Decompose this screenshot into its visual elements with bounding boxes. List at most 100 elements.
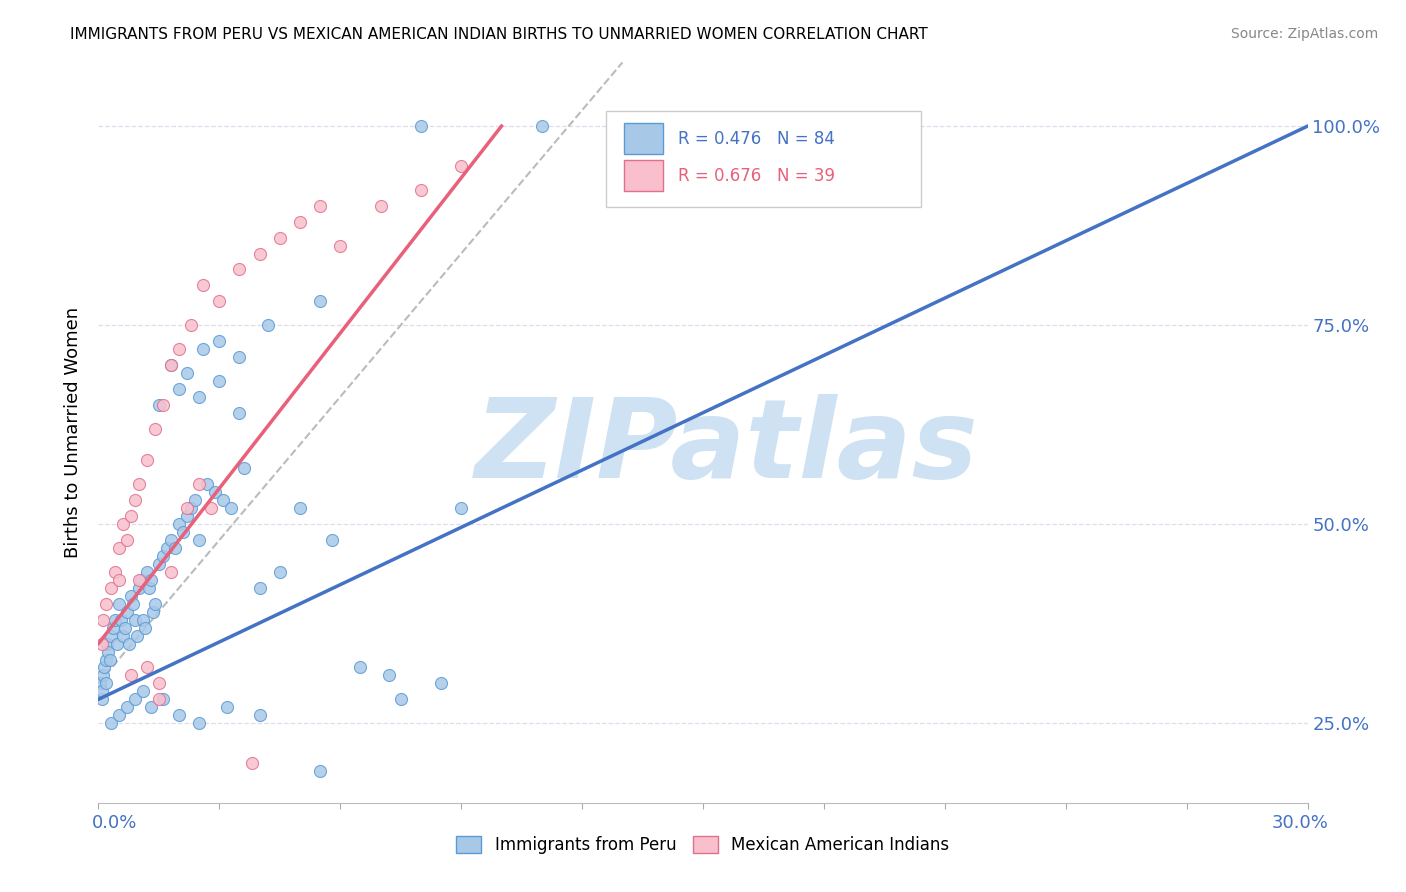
Point — [143, 422, 166, 436]
FancyBboxPatch shape — [606, 111, 921, 207]
Point — [124, 692, 146, 706]
Text: R = 0.676   N = 39: R = 0.676 N = 39 — [678, 167, 835, 185]
Text: R = 0.476   N = 84: R = 0.476 N = 84 — [678, 129, 835, 148]
Point — [107, 573, 129, 587]
Point — [128, 581, 150, 595]
Text: ZIPatlas: ZIPatlas — [475, 394, 979, 501]
Point — [176, 366, 198, 380]
Point — [370, 199, 392, 213]
Point — [125, 629, 148, 643]
Point — [101, 621, 124, 635]
Point — [188, 477, 211, 491]
Point — [232, 461, 254, 475]
Point — [107, 708, 129, 723]
Point — [430, 676, 453, 690]
Point — [135, 453, 157, 467]
Point — [148, 557, 170, 571]
Point — [409, 183, 432, 197]
Point — [377, 668, 399, 682]
Point — [93, 660, 115, 674]
Point — [180, 318, 202, 333]
Point — [249, 246, 271, 260]
FancyBboxPatch shape — [624, 161, 664, 191]
Y-axis label: Births to Unmarried Women: Births to Unmarried Women — [65, 307, 83, 558]
Point — [115, 605, 138, 619]
Point — [120, 589, 142, 603]
Point — [134, 621, 156, 635]
Point — [90, 692, 112, 706]
Point — [349, 660, 371, 674]
Point — [142, 605, 165, 619]
Point — [160, 565, 183, 579]
Point — [176, 509, 198, 524]
Point — [309, 294, 332, 309]
Point — [139, 573, 162, 587]
Point — [156, 541, 179, 555]
Point — [321, 533, 343, 547]
Point — [135, 660, 157, 674]
Point — [269, 565, 291, 579]
Point — [204, 485, 226, 500]
Point — [167, 708, 190, 723]
Point — [180, 501, 202, 516]
Point — [188, 533, 211, 547]
Point — [167, 382, 190, 396]
Point — [120, 668, 142, 682]
Point — [217, 700, 239, 714]
Legend: Immigrants from Peru, Mexican American Indians: Immigrants from Peru, Mexican American I… — [450, 830, 956, 861]
Point — [124, 613, 146, 627]
Point — [152, 398, 174, 412]
Point — [389, 692, 412, 706]
Point — [132, 684, 155, 698]
Point — [152, 692, 174, 706]
Point — [208, 294, 231, 309]
Point — [100, 716, 122, 731]
Point — [152, 549, 174, 563]
Point — [107, 597, 129, 611]
Point — [114, 621, 136, 635]
Point — [115, 700, 138, 714]
Point — [121, 597, 143, 611]
Point — [103, 613, 125, 627]
Point — [188, 390, 211, 404]
Point — [167, 342, 190, 356]
Point — [139, 700, 162, 714]
Point — [91, 668, 114, 682]
Point — [100, 629, 122, 643]
Point — [143, 597, 166, 611]
Point — [409, 119, 432, 133]
Point — [115, 533, 138, 547]
Point — [103, 565, 125, 579]
Point — [160, 358, 183, 372]
Point — [148, 398, 170, 412]
Point — [135, 565, 157, 579]
Point — [269, 230, 291, 244]
Point — [148, 676, 170, 690]
Point — [98, 652, 121, 666]
Point — [120, 509, 142, 524]
Point — [128, 573, 150, 587]
Point — [208, 374, 231, 388]
Point — [450, 159, 472, 173]
Point — [195, 477, 218, 491]
Point — [212, 493, 235, 508]
Point — [160, 533, 183, 547]
Point — [148, 692, 170, 706]
Point — [96, 637, 118, 651]
Point — [200, 501, 222, 516]
Point — [249, 708, 271, 723]
Point — [249, 581, 271, 595]
Point — [288, 501, 311, 516]
Point — [118, 637, 141, 651]
Point — [193, 342, 215, 356]
Point — [94, 676, 117, 690]
Point — [530, 119, 553, 133]
Point — [450, 501, 472, 516]
Point — [240, 756, 263, 770]
Text: IMMIGRANTS FROM PERU VS MEXICAN AMERICAN INDIAN BIRTHS TO UNMARRIED WOMEN CORREL: IMMIGRANTS FROM PERU VS MEXICAN AMERICAN… — [70, 27, 928, 42]
Point — [208, 334, 231, 348]
Point — [172, 525, 194, 540]
Point — [129, 573, 152, 587]
Point — [97, 644, 120, 658]
Point — [90, 637, 112, 651]
